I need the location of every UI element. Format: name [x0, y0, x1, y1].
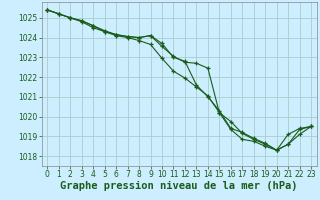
- X-axis label: Graphe pression niveau de la mer (hPa): Graphe pression niveau de la mer (hPa): [60, 181, 298, 191]
